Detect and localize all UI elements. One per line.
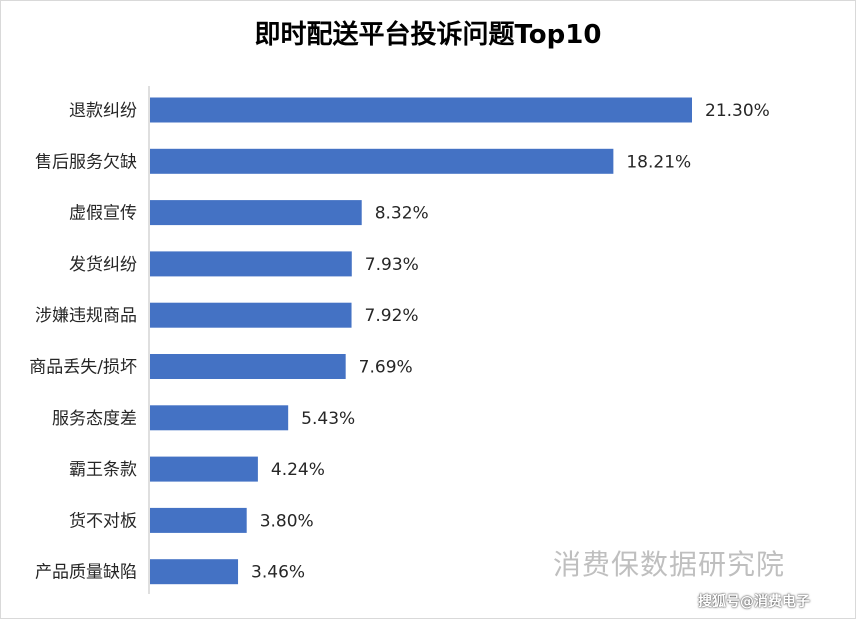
category-label: 涉嫌违规商品	[35, 306, 137, 326]
category-label: 退款纠纷	[69, 101, 137, 121]
bar	[150, 302, 352, 328]
value-label: 7.69%	[359, 358, 413, 378]
watermark-text: 消费保数据研究院	[553, 548, 786, 581]
bar	[150, 251, 352, 277]
value-label: 7.92%	[365, 306, 419, 326]
value-label: 4.24%	[271, 460, 325, 480]
bar	[150, 507, 247, 533]
category-label: 产品质量缺陷	[35, 563, 137, 583]
category-label: 商品丢失/损坏	[29, 358, 137, 378]
chart-title: 即时配送平台投诉问题Top10	[254, 20, 602, 50]
bar	[150, 354, 346, 379]
bar	[150, 148, 614, 174]
bars-group: 退款纠纷 21.30% 售后服务欠缺 18.21% 虚假宣传 8.32% 发货纠纷 7.93%…	[29, 97, 770, 585]
value-label: 3.46%	[251, 563, 305, 583]
category-label: 服务态度差	[52, 409, 137, 429]
category-label: 货不对板	[69, 511, 137, 531]
category-label: 虚假宣传	[69, 204, 137, 224]
bar	[150, 456, 258, 482]
bar	[150, 97, 692, 123]
value-label: 18.21%	[626, 152, 691, 172]
value-label: 7.93%	[365, 255, 419, 275]
value-label: 5.43%	[301, 409, 355, 429]
value-label: 3.80%	[260, 511, 314, 531]
credit-text: 搜狐号@消费电子	[698, 594, 810, 610]
value-label: 21.30%	[705, 101, 770, 121]
bar	[150, 200, 362, 226]
category-label: 售后服务欠缺	[35, 152, 137, 172]
bar	[150, 559, 239, 585]
value-label: 8.32%	[375, 204, 429, 224]
category-label: 霸王条款	[69, 460, 137, 480]
bar	[150, 405, 289, 431]
category-label: 发货纠纷	[69, 255, 137, 275]
